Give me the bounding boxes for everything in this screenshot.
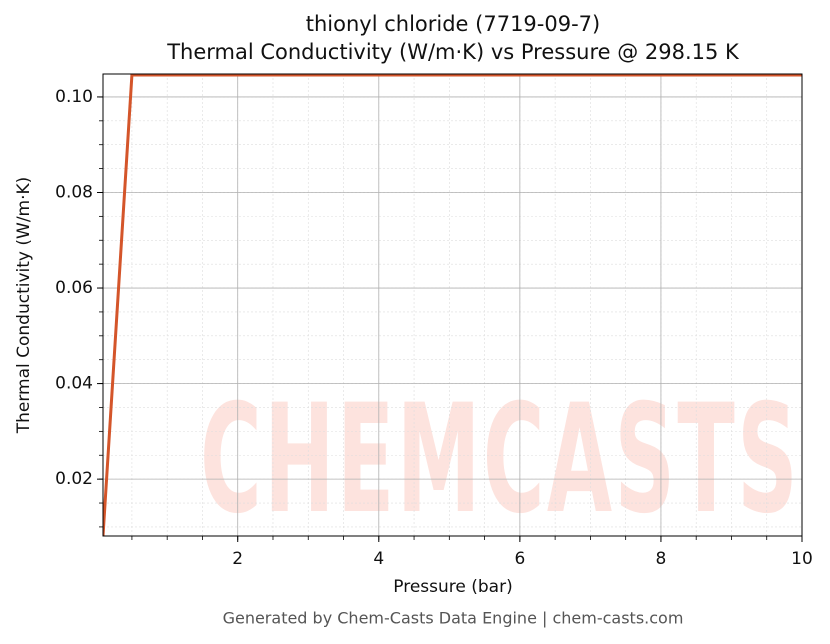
- y-tick-label: 0.02: [55, 469, 93, 489]
- y-tick-label: 0.04: [55, 374, 93, 394]
- line: [103, 74, 802, 536]
- x-tick-label: 6: [514, 549, 525, 569]
- y-tick-label: 0.10: [55, 87, 93, 107]
- chart-title: thionyl chloride (7719-09-7): [306, 12, 600, 36]
- x-tick-label: 8: [656, 549, 667, 569]
- y-tick-label: 0.06: [55, 278, 93, 298]
- y-axis-label: Thermal Conductivity (W/m·K): [14, 177, 34, 435]
- x-tick-label: 4: [373, 549, 384, 569]
- footer: Generated by Chem-Casts Data Engine | ch…: [223, 609, 684, 628]
- x-axis-label: Pressure (bar): [393, 577, 512, 597]
- x-tick-label: 10: [791, 549, 813, 569]
- x-tick-label: 2: [232, 549, 243, 569]
- watermark: CHEMCASTS: [200, 373, 800, 547]
- y-tick-label: 0.08: [55, 182, 93, 202]
- plot-frame: [102, 73, 803, 537]
- chart-subtitle: Thermal Conductivity (W/m·K) vs Pressure…: [166, 40, 740, 64]
